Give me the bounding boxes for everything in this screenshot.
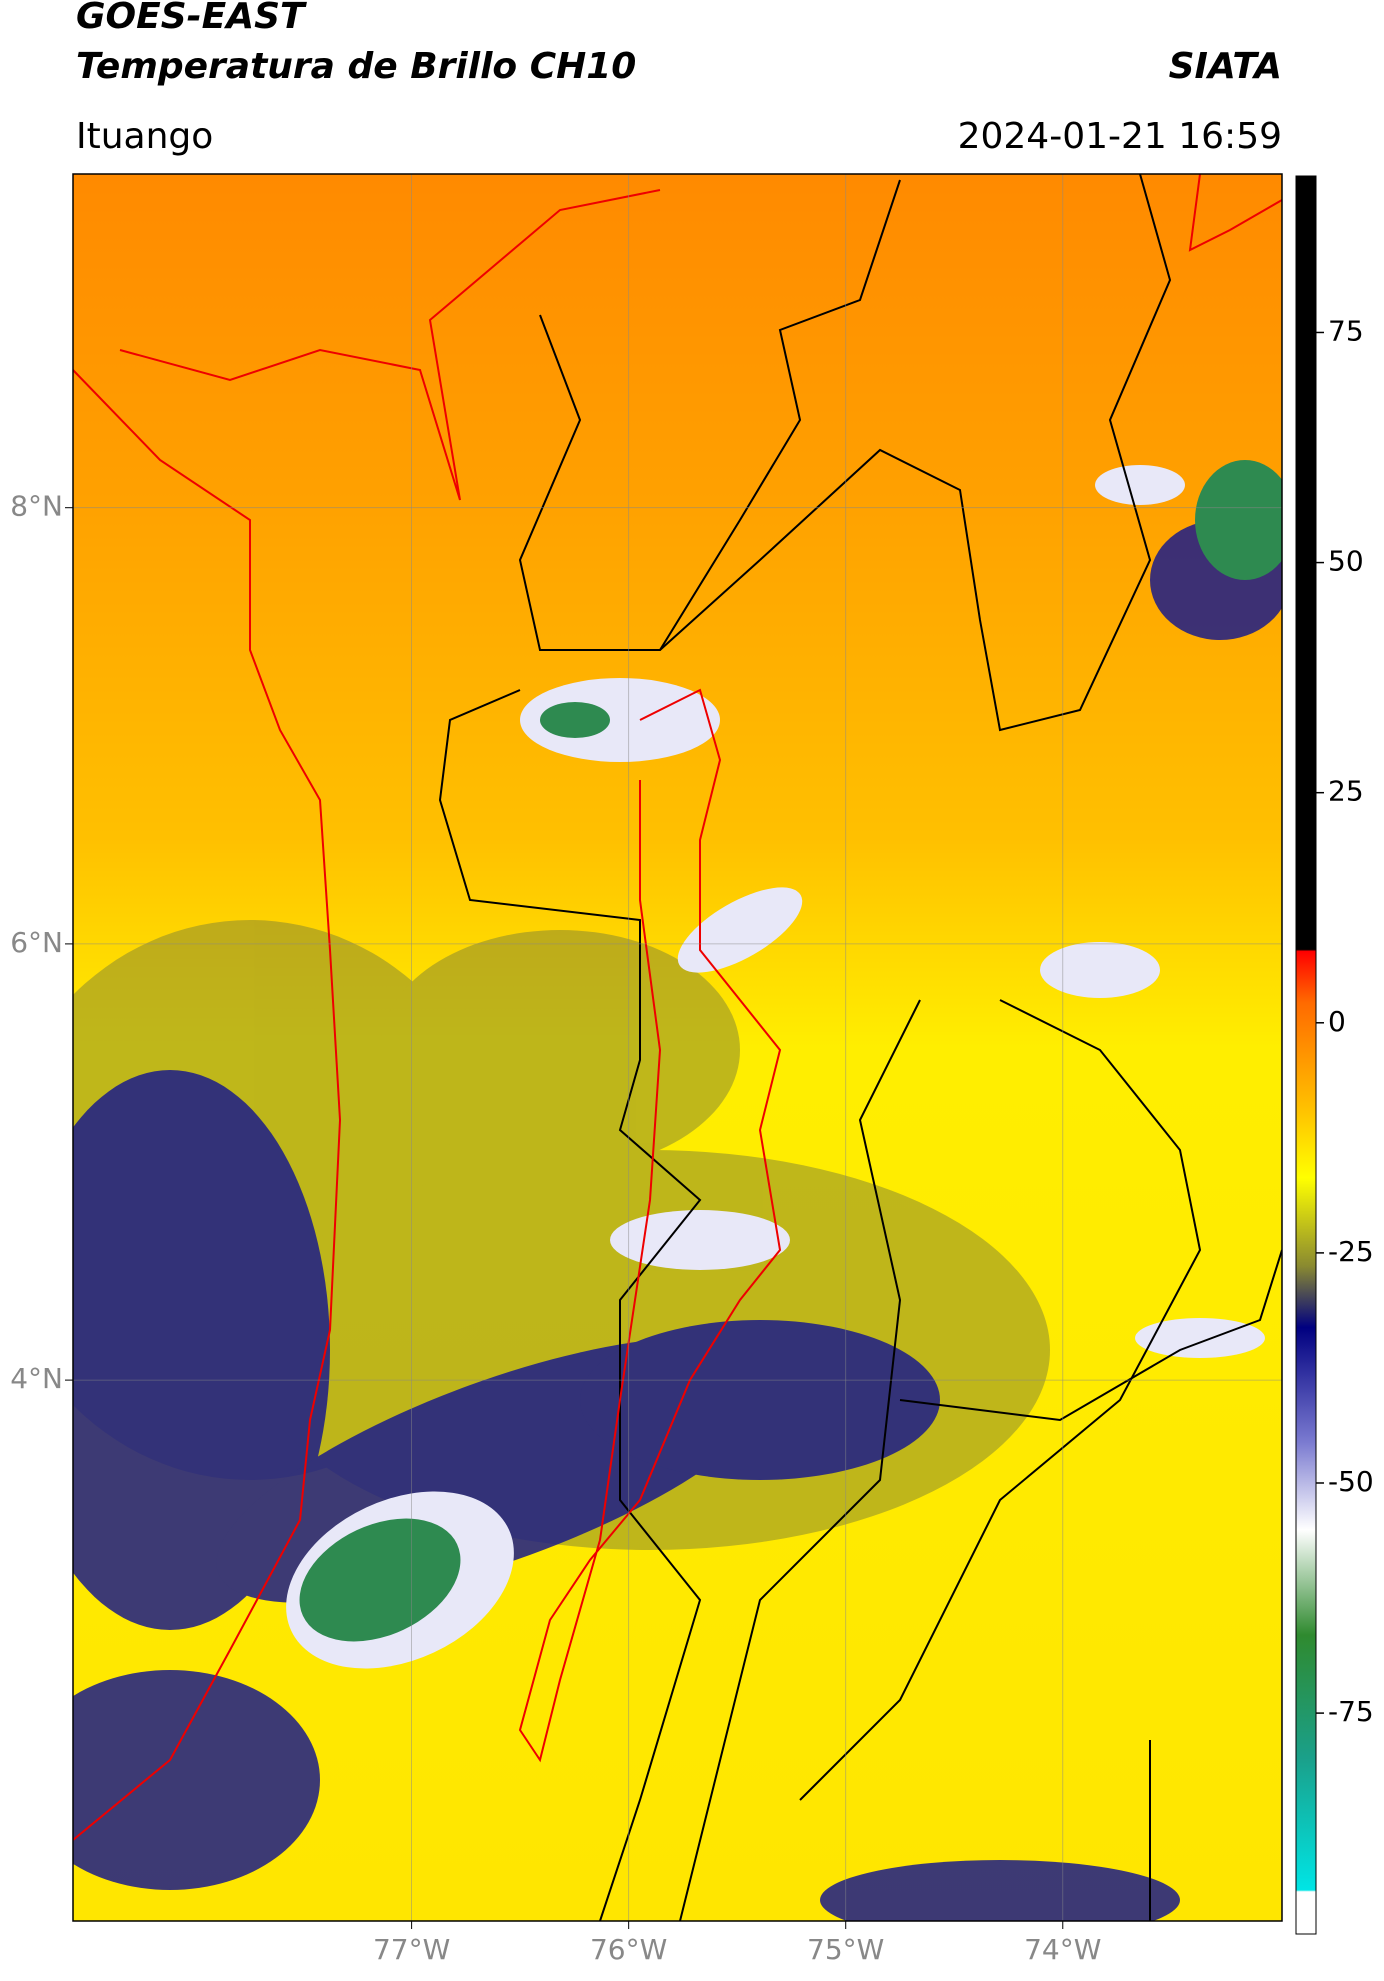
lon-label: 74°W: [1024, 1933, 1101, 1966]
lat-label: 6°N: [10, 926, 63, 959]
colorbar-label: -75: [1328, 1695, 1374, 1728]
datetime: 2024-01-21 16:59: [958, 116, 1282, 157]
brand: SIATA: [1169, 46, 1282, 87]
graticule: [73, 174, 1282, 1921]
location: Ituango: [76, 116, 213, 157]
colorbar-label: -25: [1328, 1235, 1374, 1268]
colorbar-label: 0: [1328, 1005, 1346, 1038]
map-frame: [72, 173, 1283, 1922]
colorbar: [1295, 175, 1317, 1935]
lon-label: 77°W: [373, 1933, 450, 1966]
title: GOES-EAST: [76, 0, 307, 37]
colorbar-label: 50: [1328, 545, 1364, 578]
colorbar-label: 25: [1328, 775, 1364, 808]
lon-label: 76°W: [590, 1933, 667, 1966]
lon-label: 75°W: [807, 1933, 884, 1966]
map-image: [73, 174, 1282, 1921]
subtitle: Temperatura de Brillo CH10: [76, 46, 636, 87]
colorbar-label: -50: [1328, 1465, 1374, 1498]
lat-label: 8°N: [10, 490, 63, 523]
colorbar-label: 75: [1328, 314, 1364, 347]
lat-label: 4°N: [10, 1362, 63, 1395]
